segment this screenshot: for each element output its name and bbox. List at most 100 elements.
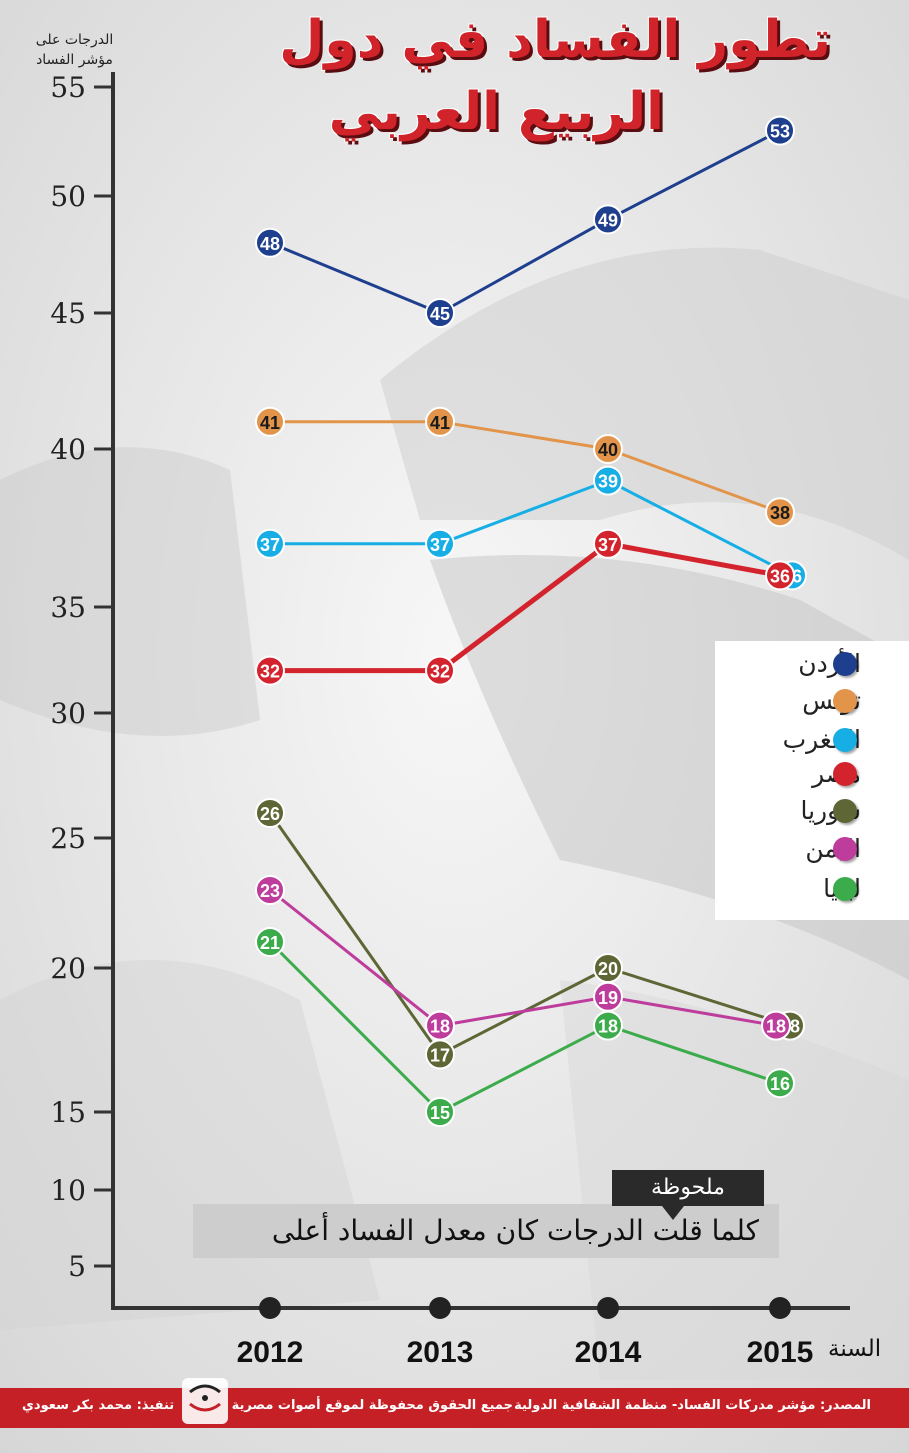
data-point: 40: [593, 434, 623, 464]
y-tick-label: 40: [50, 433, 86, 466]
data-point: 18: [761, 1010, 791, 1041]
legend: الأردن تونس المغرب مصر سوريا اليمن ليبيا: [715, 641, 909, 920]
data-point-label: 41: [260, 413, 280, 433]
data-point: 37: [593, 528, 623, 559]
y-tick-label: 15: [50, 1096, 86, 1129]
data-point-label: 18: [766, 1017, 786, 1037]
data-point-label: 37: [598, 535, 618, 555]
data-point-label: 41: [430, 413, 450, 433]
data-point-marker: [765, 115, 795, 146]
data-point: 41: [425, 406, 455, 437]
data-point-label: 26: [260, 804, 280, 824]
data-point-marker: [255, 528, 285, 559]
data-point: 39: [593, 465, 623, 496]
y-tick-label: 50: [50, 180, 86, 213]
data-point-marker: [593, 528, 623, 559]
data-point-label: 32: [430, 662, 450, 682]
data-point-marker: [761, 1010, 791, 1041]
y-tick-label: 45: [50, 297, 86, 330]
note-text: كلما قلت الدرجات كان معدل الفساد أعلى: [271, 1214, 759, 1247]
data-point-label: 49: [598, 210, 618, 230]
x-tick-dot: [597, 1297, 619, 1319]
data-point-marker: [255, 227, 285, 258]
series-line: [268, 940, 781, 1114]
data-point-label: 18: [430, 1017, 450, 1037]
series-line: [270, 541, 781, 674]
data-point: 45: [425, 298, 455, 328]
footer-credit: تنفيذ: محمد بكر سعودي: [22, 1398, 175, 1413]
data-point-marker: [765, 560, 795, 591]
legend-dot-tunisia: [833, 689, 857, 713]
data-point-marker: [425, 1010, 455, 1041]
legend-dot-syria: [833, 799, 857, 823]
data-point: 16: [765, 1068, 795, 1099]
series-line: [270, 479, 793, 577]
data-point-label: 38: [770, 503, 790, 523]
data-point: 49: [593, 204, 623, 235]
data-point: 17: [425, 1039, 455, 1070]
brand-logo: [182, 1378, 228, 1424]
x-tick-dot: [769, 1297, 791, 1319]
data-point: 23: [255, 875, 285, 905]
series-line: [269, 888, 777, 1028]
note-tag: ملحوظة: [612, 1170, 764, 1206]
x-axis-ticks: 2012 2013 2014 2015: [237, 1297, 814, 1369]
y-axis-ticks: 5 10 15 20 25 30 35 40 45 50 55: [50, 71, 111, 1283]
data-point-marker: [255, 798, 285, 828]
footer-bar: المصدر: مؤشر مدركات الفساد- منظمة الشفاف…: [0, 1388, 909, 1428]
data-point-label: 16: [770, 1074, 790, 1094]
footer-source: المصدر: مؤشر مدركات الفساد- منظمة الشفاف…: [514, 1398, 871, 1413]
data-point-marker: [425, 528, 455, 559]
data-point-label: 36: [770, 566, 790, 586]
x-tick-label: 2015: [747, 1336, 814, 1369]
data-point: 26: [255, 798, 285, 828]
chart-title-line2: الربيع العربي: [328, 82, 664, 142]
data-point: 19: [593, 981, 623, 1012]
data-point-marker: [255, 406, 285, 437]
data-point: 15: [425, 1097, 455, 1127]
data-point-marker: [593, 1010, 623, 1041]
data-point: 37: [255, 528, 285, 559]
data-point: 21: [255, 927, 285, 957]
note-box: كلما قلت الدرجات كان معدل الفساد أعلى: [193, 1204, 779, 1258]
y-tick-label: 55: [50, 71, 86, 104]
data-point-label: 23: [260, 881, 280, 901]
series-line: [269, 129, 781, 315]
data-point: 32: [425, 655, 455, 686]
data-point-marker: [425, 655, 455, 686]
data-point-marker: [425, 298, 455, 328]
y-tick-label: 10: [50, 1174, 86, 1207]
data-point-marker: [255, 875, 285, 905]
data-point-marker: [425, 406, 455, 437]
data-point-label: 20: [598, 959, 618, 979]
data-point-label: 15: [430, 1103, 450, 1123]
data-point-label: 32: [260, 662, 280, 682]
legend-dot-libya: [833, 877, 857, 901]
legend-dot-jordan: [833, 652, 857, 676]
data-point-marker: [593, 434, 623, 464]
y-tick-label: 25: [50, 822, 86, 855]
series-points: 4845495341414038373739363232373626172018…: [255, 115, 807, 1127]
data-point-label: 37: [430, 535, 450, 555]
x-tick-dot: [259, 1297, 281, 1319]
data-point-marker: [765, 1068, 795, 1099]
y-tick-label: 35: [50, 591, 86, 624]
data-point-label: 39: [598, 472, 618, 492]
data-point-label: 37: [260, 535, 280, 555]
data-point-label: 21: [260, 933, 280, 953]
data-point-marker: [425, 1097, 455, 1127]
note-tag-pointer: [662, 1206, 684, 1220]
data-point: 38: [765, 497, 795, 528]
data-point-label: 19: [598, 988, 618, 1008]
x-tick-label: 2013: [407, 1336, 474, 1369]
x-tick-label: 2012: [237, 1336, 304, 1369]
data-point-marker: [593, 204, 623, 235]
data-point: 18: [593, 1010, 623, 1041]
data-point: 37: [425, 528, 455, 559]
data-point-marker: [593, 465, 623, 496]
y-axis-label: الدرجات على مؤشر الفساد: [35, 32, 114, 68]
chart-axes: [111, 72, 850, 1310]
data-point: 53: [765, 115, 795, 146]
x-tick-dot: [429, 1297, 451, 1319]
